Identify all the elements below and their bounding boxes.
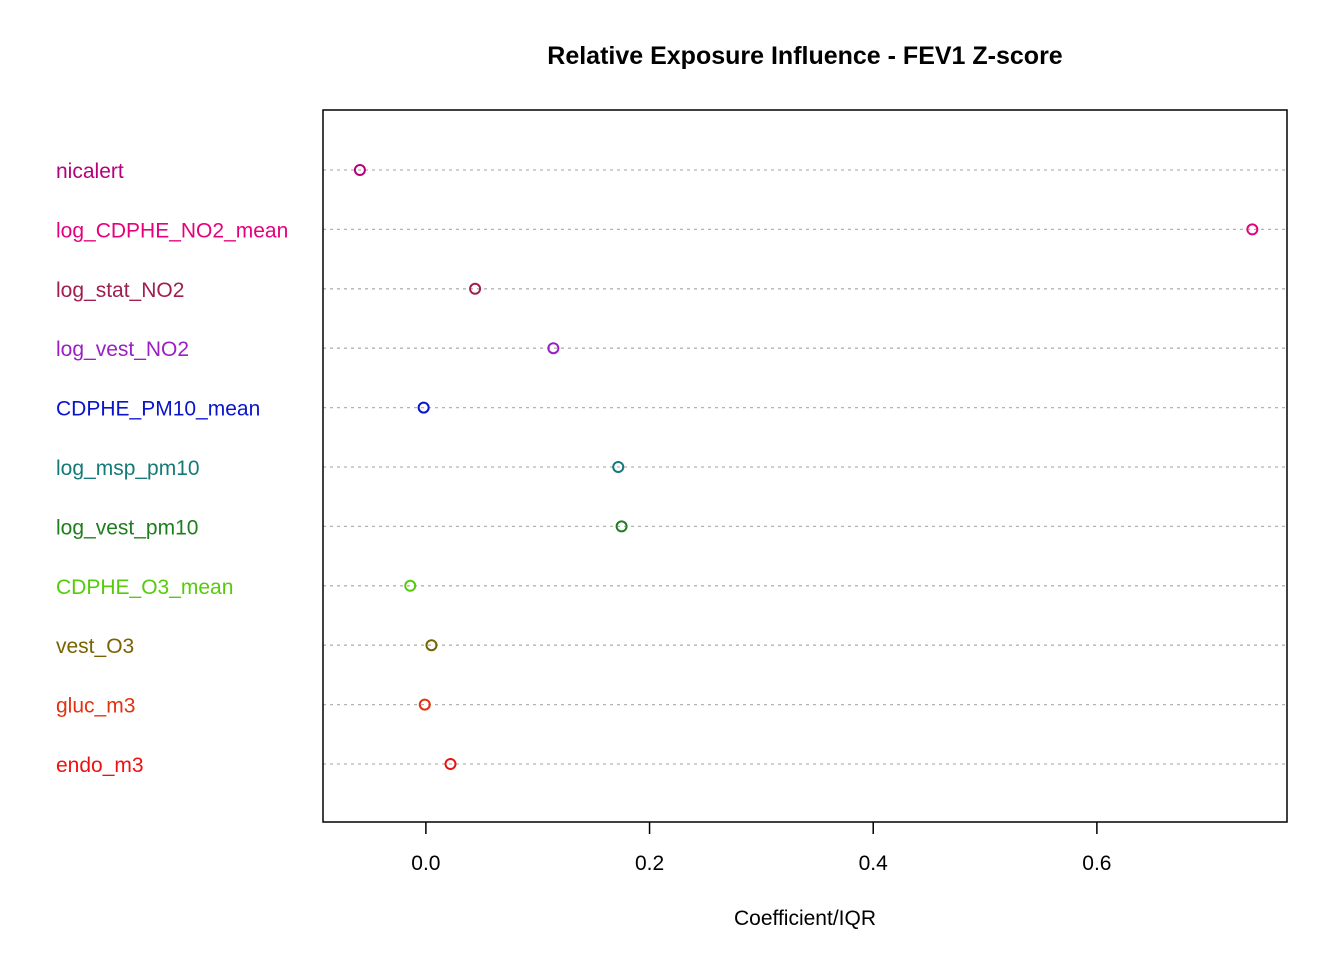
chart-title: Relative Exposure Influence - FEV1 Z-sco… xyxy=(547,42,1063,70)
category-labels: nicalert log_CDPHE_NO2_mean log_stat_NO2lo… xyxy=(56,160,288,777)
category-label: nicalert xyxy=(56,160,124,183)
category-label: log_stat_NO2 xyxy=(56,279,184,302)
data-point xyxy=(444,758,457,770)
data-point xyxy=(615,520,628,533)
plot-frame xyxy=(322,109,1288,823)
category-label: endo_m3 xyxy=(56,754,144,777)
x-tick-label: 0.2 xyxy=(635,852,664,875)
data-point xyxy=(547,342,560,355)
x-axis: 0.0 0.2 0.4 0.6 xyxy=(411,822,1111,875)
data-point xyxy=(404,579,417,592)
x-tick-label: 0.6 xyxy=(1082,852,1111,875)
data-point xyxy=(425,639,438,652)
data-point xyxy=(612,461,625,473)
data-point xyxy=(353,164,366,176)
grid-lines xyxy=(323,169,1287,765)
x-axis-label: Coefficient/IQR xyxy=(734,907,876,930)
category-label: log_CDPHE_NO2_mean xyxy=(56,219,288,242)
data-point xyxy=(469,282,482,295)
category-label: CDPHE_PM10_mean xyxy=(56,398,260,421)
category-label: log_vest_pm10 xyxy=(56,516,198,539)
category-label: gluc_m3 xyxy=(56,695,135,718)
data-point xyxy=(1246,223,1259,236)
x-tick-label: 0.0 xyxy=(411,852,440,875)
category-label: log_vest_NO2 xyxy=(56,338,189,361)
data-points xyxy=(353,164,1259,770)
data-point xyxy=(417,401,430,414)
x-tick-label: 0.4 xyxy=(859,852,889,875)
category-label: CDPHE_O3_mean xyxy=(56,576,233,599)
category-label: vest_O3 xyxy=(56,635,134,658)
data-point xyxy=(418,698,431,711)
category-label: log_msp_pm10 xyxy=(56,457,200,480)
